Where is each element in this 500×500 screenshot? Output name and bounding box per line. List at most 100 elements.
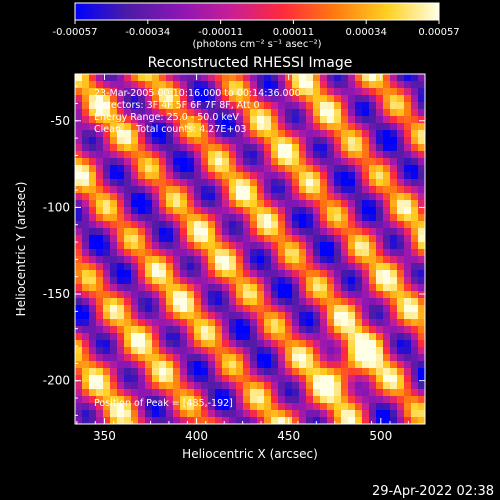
heatmap-pixel [152, 172, 160, 180]
heatmap-pixel [334, 249, 342, 257]
heatmap-pixel [152, 151, 160, 159]
heatmap-pixel [236, 361, 244, 369]
heatmap-pixel [411, 137, 419, 145]
heatmap-pixel [201, 214, 209, 222]
heatmap-pixel [110, 81, 118, 89]
heatmap-pixel [159, 165, 167, 173]
heatmap-pixel [89, 242, 97, 250]
heatmap-pixel [341, 165, 349, 173]
heatmap-pixel [383, 228, 391, 236]
heatmap-pixel [250, 389, 258, 397]
heatmap-pixel [292, 291, 300, 299]
heatmap-pixel [278, 375, 286, 383]
heatmap-pixel [89, 109, 97, 117]
heatmap-pixel [292, 417, 300, 424]
heatmap-pixel [103, 410, 111, 418]
heatmap-pixel [159, 298, 167, 306]
heatmap-pixel [278, 214, 286, 222]
heatmap-pixel [299, 130, 307, 138]
heatmap-pixel [278, 291, 286, 299]
heatmap-pixel [96, 137, 104, 145]
heatmap-pixel [348, 340, 356, 348]
heatmap-pixel [404, 130, 412, 138]
heatmap-pixel [327, 340, 335, 348]
heatmap-pixel [194, 144, 202, 152]
heatmap-pixel [285, 249, 293, 257]
heatmap-pixel [96, 270, 104, 278]
heatmap-pixel [152, 102, 160, 110]
heatmap-pixel [243, 396, 251, 404]
heatmap-pixel [138, 81, 146, 89]
heatmap-pixel [145, 375, 153, 383]
heatmap-pixel [320, 214, 328, 222]
heatmap-pixel [103, 396, 111, 404]
heatmap-pixel [397, 291, 405, 299]
heatmap-pixel [243, 165, 251, 173]
heatmap-pixel [369, 144, 377, 152]
heatmap-pixel [369, 256, 377, 264]
heatmap-pixel [250, 305, 258, 313]
heatmap-pixel [145, 123, 153, 131]
heatmap-pixel [194, 179, 202, 187]
heatmap-pixel [243, 263, 251, 271]
heatmap-pixel [397, 102, 405, 110]
heatmap-pixel [236, 144, 244, 152]
heatmap-pixel [117, 235, 125, 243]
heatmap-pixel [103, 102, 111, 110]
heatmap-pixel [229, 151, 237, 159]
heatmap-pixel [250, 130, 258, 138]
heatmap-pixel [166, 361, 174, 369]
heatmap-pixel [82, 417, 90, 424]
heatmap-pixel [348, 410, 356, 418]
heatmap-pixel [145, 214, 153, 222]
heatmap-pixel [131, 179, 139, 187]
heatmap-pixel [89, 263, 97, 271]
heatmap-pixel [243, 102, 251, 110]
heatmap-pixel [418, 312, 425, 320]
heatmap-pixel [313, 193, 321, 201]
heatmap-pixel [355, 144, 363, 152]
heatmap-pixel [82, 228, 90, 236]
heatmap-pixel [236, 375, 244, 383]
heatmap-pixel [124, 403, 132, 411]
heatmap-pixel [334, 382, 342, 390]
heatmap-pixel [327, 256, 335, 264]
heatmap-pixel [257, 235, 265, 243]
heatmap-pixel [243, 284, 251, 292]
heatmap-pixel [278, 74, 286, 82]
heatmap-pixel [75, 277, 83, 285]
heatmap-pixel [285, 277, 293, 285]
heatmap-pixel [362, 242, 370, 250]
heatmap-pixel [159, 193, 167, 201]
heatmap-pixel [208, 375, 216, 383]
heatmap-pixel [383, 305, 391, 313]
heatmap-pixel [173, 291, 181, 299]
heatmap-pixel [103, 305, 111, 313]
heatmap-pixel [215, 95, 223, 103]
heatmap-pixel [194, 305, 202, 313]
heatmap-pixel [341, 123, 349, 131]
heatmap-pixel [138, 193, 146, 201]
heatmap-pixel [383, 326, 391, 334]
heatmap-pixel [264, 340, 272, 348]
heatmap-pixel [306, 123, 314, 131]
heatmap-pixel [376, 368, 384, 376]
heatmap-pixel [145, 95, 153, 103]
heatmap-pixel [264, 165, 272, 173]
heatmap-pixel [257, 95, 265, 103]
heatmap-pixel [194, 368, 202, 376]
heatmap-pixel [208, 193, 216, 201]
heatmap-pixel [110, 116, 118, 124]
heatmap-pixel [194, 326, 202, 334]
heatmap-pixel [229, 277, 237, 285]
heatmap-pixel [159, 137, 167, 145]
heatmap-pixel [117, 389, 125, 397]
heatmap-pixel [404, 326, 412, 334]
heatmap-pixel [173, 249, 181, 257]
heatmap-pixel [383, 270, 391, 278]
heatmap-pixel [327, 277, 335, 285]
heatmap-pixel [397, 340, 405, 348]
heatmap-pixel [369, 382, 377, 390]
heatmap-pixel [320, 144, 328, 152]
heatmap-pixel [313, 130, 321, 138]
